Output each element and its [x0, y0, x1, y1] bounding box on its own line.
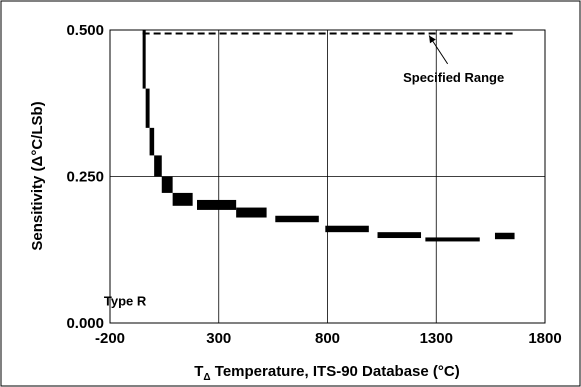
- tick-labels: -200 300 800 1300 1800 0.000 0.250 0.500: [66, 22, 561, 347]
- data-segment-0: [142, 30, 146, 89]
- data-segment-5: [172, 192, 193, 206]
- data-segment-8: [275, 215, 319, 223]
- x-tick-label-2: 800: [315, 330, 340, 347]
- x-axis-label: TΔ Temperature, ITS-90 Database (°C): [194, 363, 460, 383]
- data-segment-12: [494, 232, 515, 240]
- annotation-type-r: Type R: [104, 293, 147, 308]
- data-segment-7: [236, 207, 267, 218]
- y-tick-label-2: 0.500: [66, 22, 104, 39]
- y-tick-label-0: 0.000: [66, 315, 104, 332]
- x-tick-label-4: 1800: [528, 330, 561, 347]
- x-tick-label-1: 300: [206, 330, 231, 347]
- y-tick-label-1: 0.250: [66, 169, 104, 186]
- annotation-specified-range: Specified Range: [403, 70, 504, 85]
- data-segment-4: [161, 176, 173, 193]
- arrow-head: [429, 35, 436, 44]
- data-segment-11: [425, 237, 480, 242]
- x-axis-label-subscript: Δ: [203, 372, 210, 383]
- data-segment-1: [145, 88, 150, 128]
- data-segment-9: [325, 225, 369, 233]
- x-tick-label-3: 1300: [420, 330, 453, 347]
- y-axis-label: Sensitivity (Δ°C/LSb): [29, 101, 46, 250]
- x-axis-label-rest: Temperature, ITS-90 Database (°C): [211, 363, 460, 380]
- x-axis-label-t: T: [194, 363, 203, 380]
- specified-range-arrow: [428, 35, 449, 65]
- data-segment-10: [377, 232, 422, 239]
- data-segment-3: [154, 155, 162, 177]
- data-series: [142, 30, 515, 242]
- x-tick-label-0: -200: [95, 330, 125, 347]
- plot-border: [109, 29, 546, 324]
- data-segment-2: [149, 127, 155, 156]
- data-segment-6: [197, 199, 237, 210]
